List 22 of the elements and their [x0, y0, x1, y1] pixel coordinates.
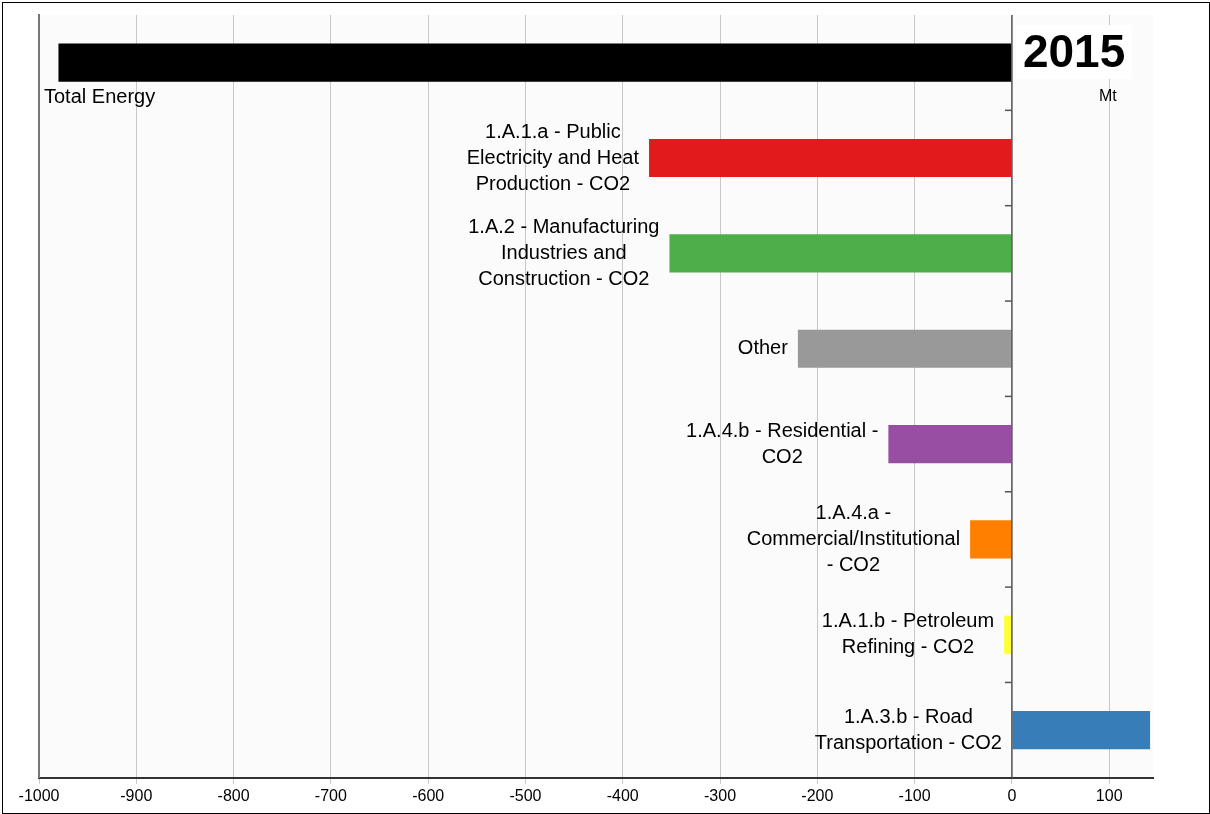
x-tick-label: -800 [217, 786, 250, 804]
x-tick-label: 100 [1095, 786, 1123, 804]
x-axis-title: Mt [1099, 87, 1118, 105]
x-tick-label: -200 [801, 786, 834, 804]
x-tick-label: -900 [120, 786, 153, 804]
y-tick-label: 1.A.4.a - Commercial/Institutional - CO2 [746, 500, 961, 575]
x-tick-label: -500 [509, 786, 542, 804]
chart-title: 2015 [1022, 24, 1126, 77]
x-tick-label: -400 [606, 786, 639, 804]
x-tick-label: -300 [704, 786, 737, 804]
y-tick-label: 1.A.1.a - Public Electricity and Heat Production - CO2 [466, 119, 640, 194]
y-tick-label: 1.A.2 - Manufacturing Industries and Construction - CO2 [468, 214, 660, 289]
y-tick-label: Other [737, 336, 789, 359]
x-tick-label: 0 [1007, 786, 1017, 804]
y-tick-label: 1.A.1.b - Petroleum Refining - CO2 [821, 609, 995, 658]
x-tick-label: -600 [412, 786, 445, 804]
x-tick-label: -700 [314, 786, 347, 804]
x-tick-label: -100 [898, 786, 931, 804]
y-tick-label: 1.A.3.b - Road Transportation - CO2 [814, 704, 1002, 753]
x-tick-label: -1000 [18, 786, 60, 804]
y-tick-label: Total Energy [44, 85, 156, 108]
y-tick-label: 1.A.4.b - Residential - CO2 [686, 418, 879, 467]
